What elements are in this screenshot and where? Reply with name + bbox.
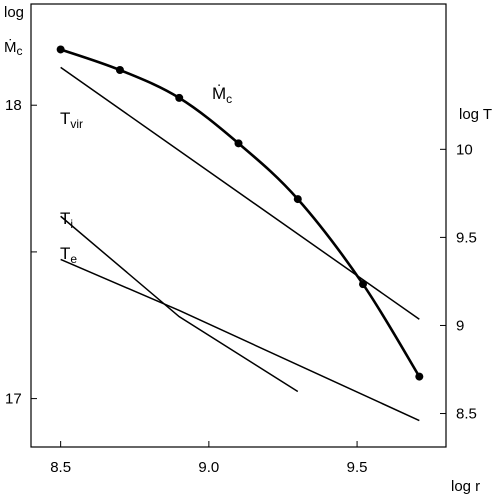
series-label-te: Te xyxy=(60,244,77,266)
right-axis-title: log T xyxy=(459,106,492,123)
series-line-tvir xyxy=(60,66,420,320)
left-tick-label: 17 xyxy=(5,391,22,408)
left-tick-label: 18 xyxy=(5,97,22,114)
plot-frame xyxy=(30,3,447,448)
series-line-mdot xyxy=(60,48,421,378)
series-markers xyxy=(56,45,424,381)
x-tick-label: 8.5 xyxy=(50,459,71,476)
right-tick-label: 9.5 xyxy=(456,229,477,246)
series-label-mdot: Ṁc xyxy=(212,84,232,106)
series-point-mdot xyxy=(56,45,65,54)
left-axis-title-top: log xyxy=(4,4,24,21)
right-tick-label: 9 xyxy=(456,317,464,334)
series-point-mdot xyxy=(234,139,243,148)
x-axis-ticks: 8.5 9.0 9.5 xyxy=(50,441,368,476)
x-tick-label: 9.0 xyxy=(198,459,219,476)
right-tick-label: 10 xyxy=(456,141,473,158)
x-axis-title: log r xyxy=(451,478,480,495)
series-lines xyxy=(60,48,421,422)
series-line-ti xyxy=(60,215,299,393)
series-line-te xyxy=(60,258,420,422)
left-axis-title-bottom: Ṁc xyxy=(4,38,23,58)
series-point-mdot xyxy=(115,66,124,75)
series-point-mdot xyxy=(293,195,302,204)
series-point-mdot xyxy=(359,280,367,289)
series-label-tvir: Tvir xyxy=(60,109,83,131)
series-point-mdot xyxy=(415,372,424,381)
series-label-ti: Ti xyxy=(60,209,73,231)
series-point-mdot xyxy=(175,93,184,102)
right-tick-label: 8.5 xyxy=(456,406,477,423)
right-axis-ticks: 8.5 9 9.5 10 xyxy=(440,141,477,423)
x-tick-label: 9.5 xyxy=(347,459,368,476)
